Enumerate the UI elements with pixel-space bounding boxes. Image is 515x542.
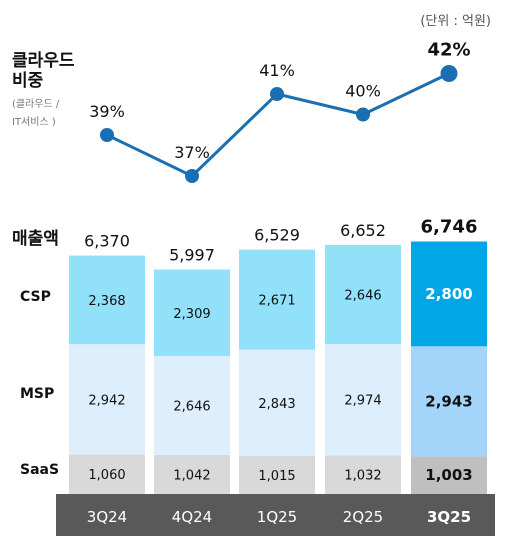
cloud-share-point-3q25 — [440, 65, 458, 82]
bar-value-label-csp-3q25: 2,800 — [425, 285, 472, 303]
x-axis-band — [56, 494, 495, 536]
bar-value-label-saas-4q24: 1,042 — [173, 468, 210, 483]
bar-value-label-saas-3q24: 1,060 — [88, 468, 125, 483]
bar-value-label-msp-3q25: 2,943 — [425, 392, 472, 410]
bar-msp-2q25 — [325, 344, 401, 456]
bar-total-label-4q24: 5,997 — [169, 246, 215, 265]
bar-value-label-csp-4q24: 2,309 — [173, 307, 210, 322]
bar-saas-3q24 — [69, 454, 145, 494]
cloud-share-note-line2: IT서비스 ) — [12, 117, 56, 128]
bar-saas-2q25 — [325, 455, 401, 494]
bar-saas-4q24 — [154, 454, 230, 494]
bar-value-label-msp-4q24: 2,646 — [173, 399, 210, 414]
cloud-share-label-4q24: 37% — [174, 143, 210, 162]
x-tick-label-1q25: 1Q25 — [257, 508, 297, 526]
cloud-share-point-4q24 — [185, 169, 199, 183]
bar-msp-3q24 — [69, 344, 145, 455]
bar-csp-3q25 — [411, 241, 487, 347]
cloud-share-point-3q24 — [100, 128, 114, 142]
cloud-share-title-line2: 비중 — [12, 71, 44, 91]
revenue-title: 매출액 — [12, 229, 59, 249]
x-tick-label-2q25: 2Q25 — [343, 508, 383, 526]
bar-value-label-msp-3q24: 2,942 — [88, 393, 125, 408]
cloud-share-note-line1: (클라우드 / — [12, 99, 60, 110]
bar-saas-1q25 — [239, 456, 315, 494]
cloud-share-point-2q25 — [356, 107, 370, 122]
bar-total-label-1q25: 6,529 — [254, 226, 300, 245]
x-tick-label-3q25: 3Q25 — [427, 508, 471, 526]
x-tick-label-3q24: 3Q24 — [87, 508, 127, 526]
bar-total-label-3q24: 6,370 — [84, 232, 130, 251]
csp-segment-label: CSP — [20, 289, 51, 305]
msp-segment-label: MSP — [20, 386, 55, 402]
bar-value-label-csp-3q24: 2,368 — [88, 294, 125, 309]
bar-value-label-csp-1q25: 2,671 — [258, 294, 295, 309]
bar-value-label-msp-2q25: 2,974 — [344, 394, 381, 409]
bar-msp-1q25 — [239, 349, 315, 457]
bar-msp-3q25 — [411, 346, 487, 457]
bar-csp-2q25 — [325, 245, 401, 345]
bar-csp-4q24 — [154, 269, 230, 356]
bar-total-label-3q25: 6,746 — [421, 217, 478, 238]
bar-msp-4q24 — [154, 355, 230, 455]
bar-value-label-saas-2q25: 1,032 — [344, 469, 381, 484]
cloud-share-label-1q25: 41% — [259, 61, 295, 80]
unit-label: (단위 : 억원) — [420, 14, 491, 29]
bar-value-label-msp-1q25: 2,843 — [258, 397, 295, 412]
cloud-share-label-3q25: 42% — [427, 40, 470, 61]
saas-segment-label: SaaS — [20, 462, 60, 478]
bar-total-label-2q25: 6,652 — [340, 221, 386, 240]
bar-value-label-saas-3q25: 1,003 — [425, 466, 472, 484]
bar-csp-3q24 — [69, 255, 145, 345]
bar-value-label-csp-2q25: 2,646 — [344, 289, 381, 304]
cloud-share-point-1q25 — [270, 87, 284, 101]
x-tick-label-4q24: 4Q24 — [172, 508, 212, 526]
cloud-share-title-line1: 클라우드 — [12, 51, 75, 71]
bar-saas-3q25 — [411, 456, 487, 494]
cloud-share-label-2q25: 40% — [345, 82, 381, 101]
bar-value-label-saas-1q25: 1,015 — [258, 469, 295, 484]
cloud-share-label-3q24: 39% — [89, 102, 125, 121]
bar-csp-1q25 — [239, 249, 315, 350]
